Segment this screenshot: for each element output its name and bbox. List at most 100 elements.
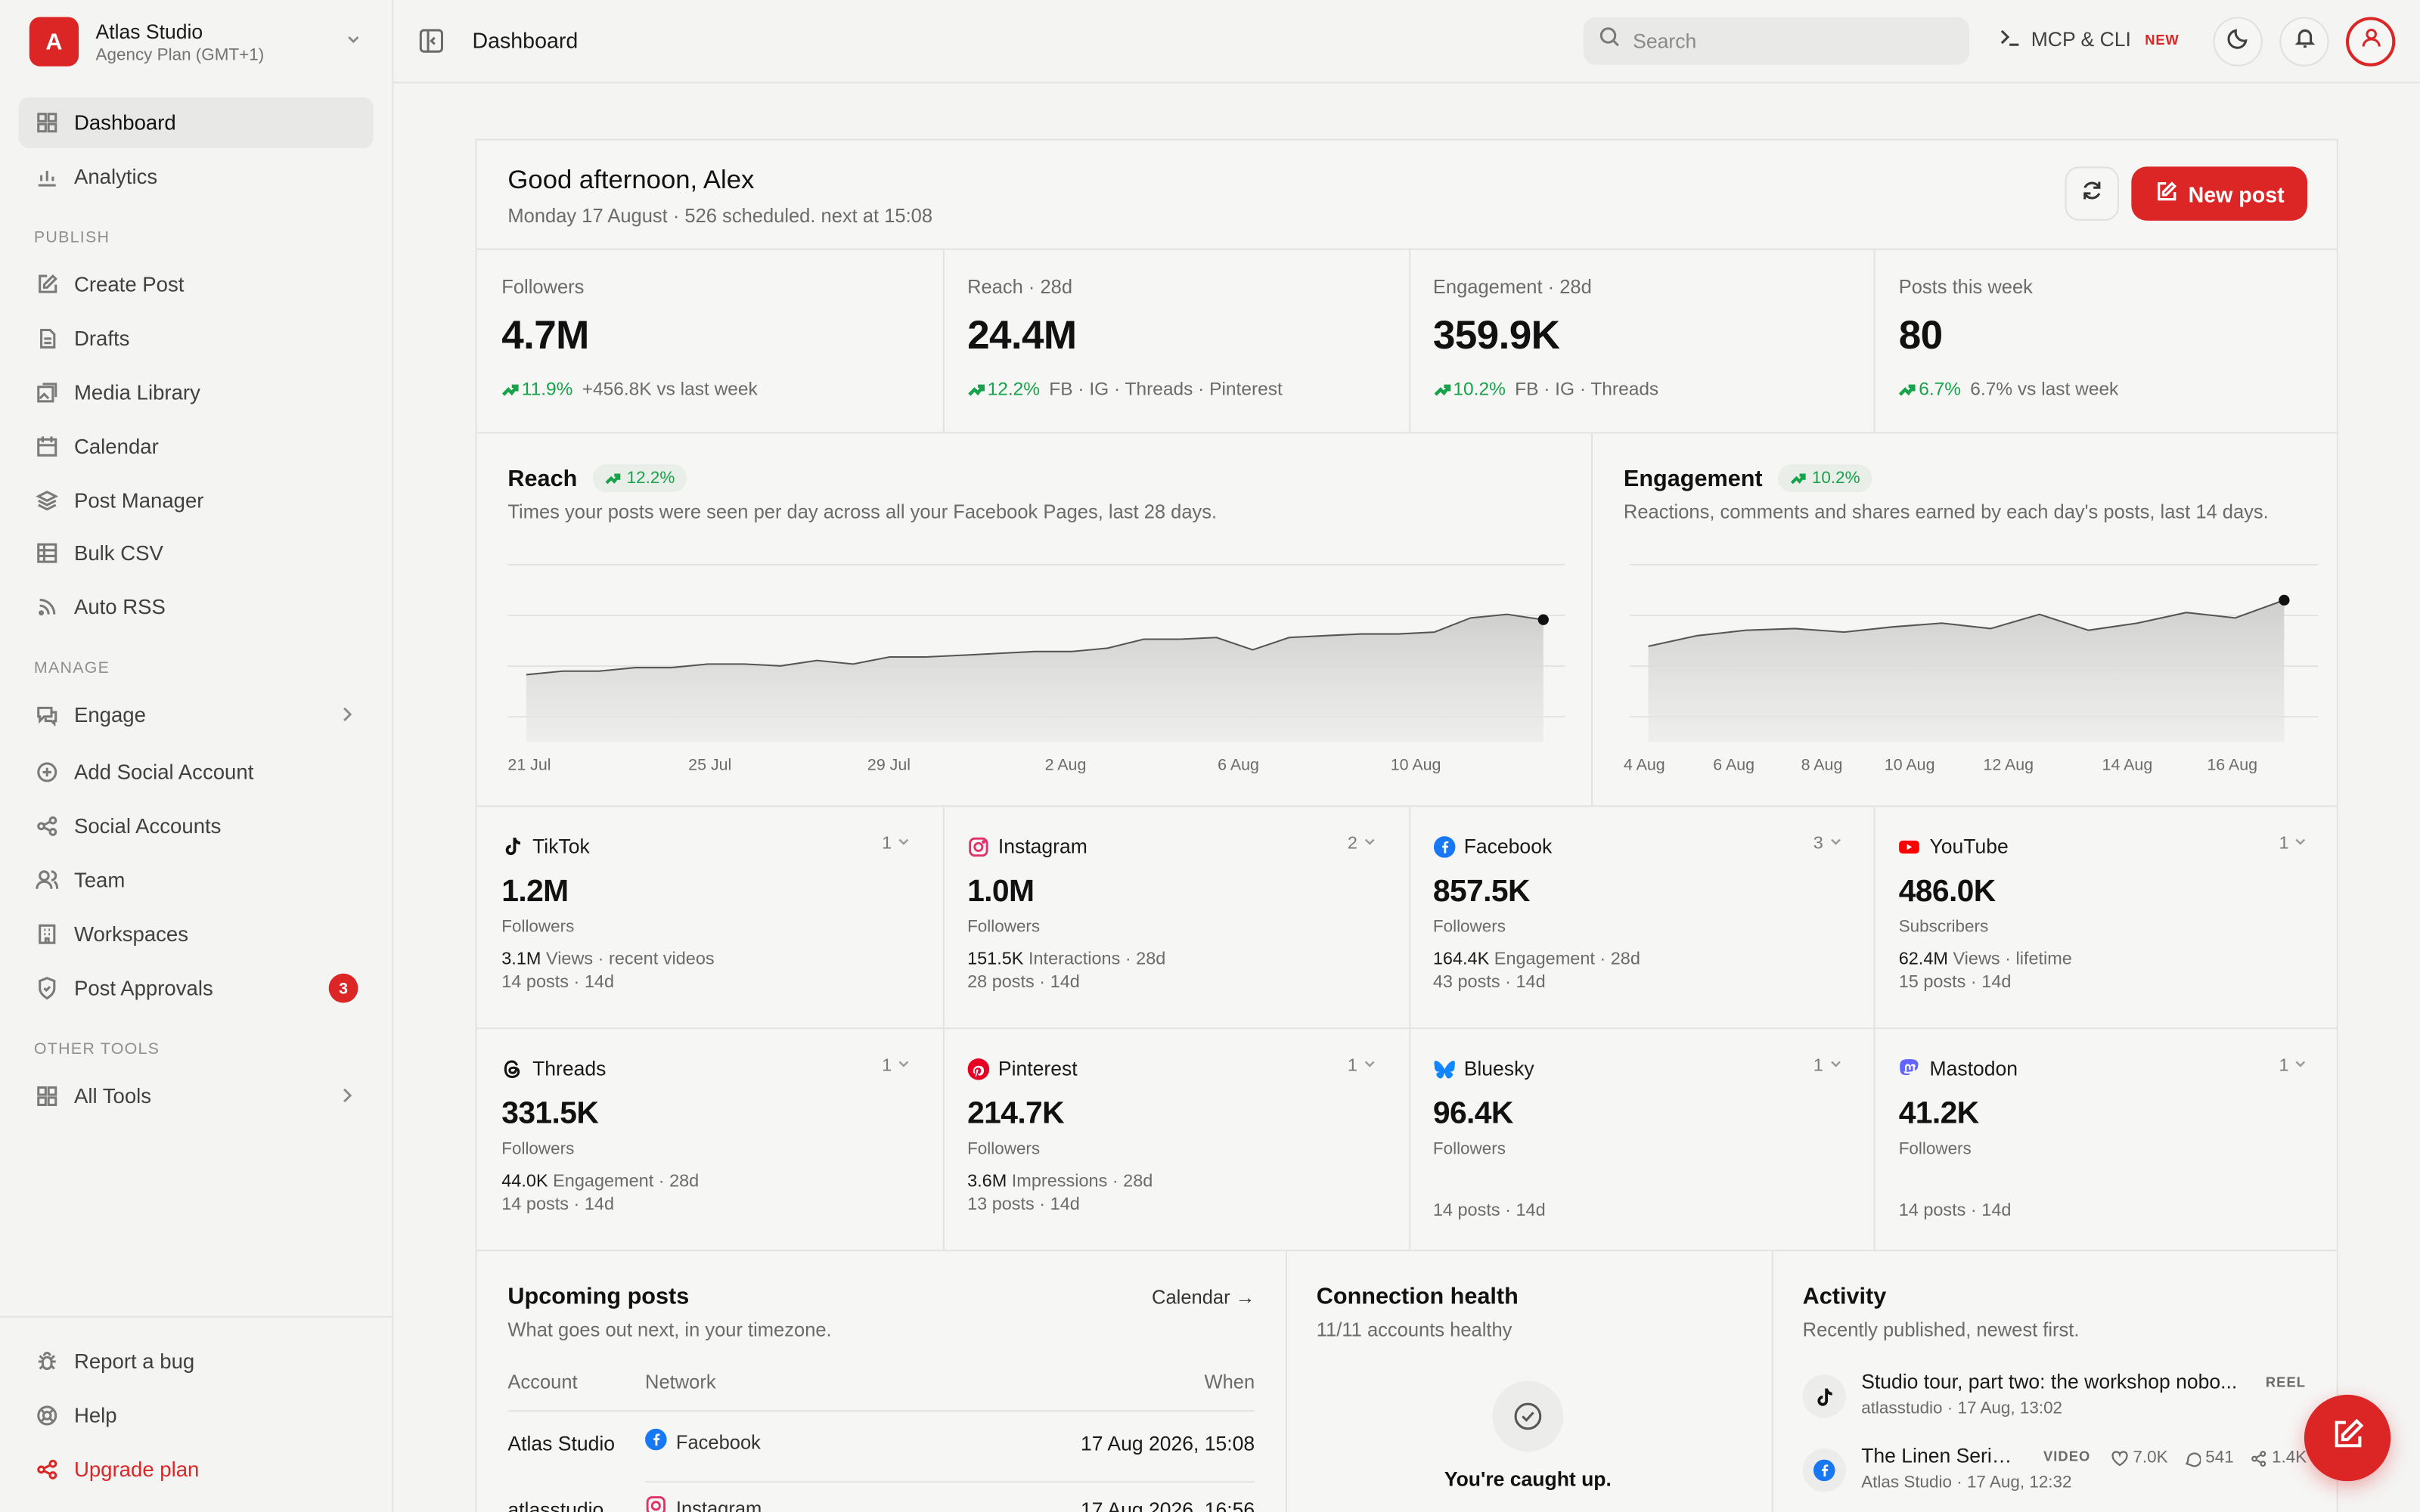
x-tick-label: 2 Aug: [1045, 755, 1087, 773]
stat-card: Engagement · 28d 359.9K 10.2% FB · IG · Thr…: [1408, 249, 1872, 434]
stat-card: Followers 4.7M 11.9% +456.8K vs last week: [477, 249, 942, 434]
account-count-dropdown[interactable]: 1: [2279, 1057, 2308, 1075]
sidebar-item-label: Bulk CSV: [73, 541, 163, 565]
network-value: 857.5K: [1432, 875, 1531, 909]
network-card-pinterest[interactable]: Pinterest 1 214.7K Followers 3.6M Impressio…: [942, 1029, 1407, 1251]
x-tick-label: 10 Aug: [1885, 755, 1935, 773]
network-card-instagram[interactable]: Instagram 2 1.0M Followers 151.5K Interacti…: [942, 807, 1407, 1029]
sidebar-item-engage[interactable]: Engage: [18, 689, 373, 740]
chevron-down-icon: [1830, 838, 1840, 845]
network-card-tiktok[interactable]: TikTok 1 1.2M Followers 3.1M Views · recent…: [477, 807, 942, 1029]
sidebar-item-label: Dashboard: [73, 110, 176, 135]
sidebar-item-label: Engage: [73, 703, 146, 727]
search-box[interactable]: [1583, 17, 1970, 65]
divider: [942, 1029, 945, 1252]
stat-value: 24.4M: [967, 311, 1077, 358]
account-count-dropdown[interactable]: 2: [1348, 835, 1376, 854]
chevron-down-icon: [1364, 838, 1375, 845]
x-tick-label: 21 Jul: [507, 755, 551, 773]
sidebar-item-calendar[interactable]: Calendar: [18, 421, 373, 472]
sidebar-item-dashboard[interactable]: Dashboard: [18, 97, 374, 148]
upcoming-title: Upcoming posts: [507, 1283, 690, 1310]
refresh-button[interactable]: [2065, 166, 2120, 221]
divider: [476, 248, 2337, 250]
network-card-threads[interactable]: Threads 1 331.5K Followers 44.0K Engagement…: [477, 1029, 942, 1251]
sidebar-item-workspaces[interactable]: Workspaces: [18, 909, 373, 959]
theme-toggle-button[interactable]: [2213, 17, 2263, 67]
divider: [1591, 433, 1593, 807]
x-tick-label: 8 Aug: [1801, 755, 1843, 773]
sidebar-item-auto-rss[interactable]: Auto RSS: [18, 581, 373, 632]
account-count-dropdown[interactable]: 3: [1813, 835, 1842, 854]
trend-badge: 10.2%: [1778, 464, 1872, 493]
sidebar-item-help[interactable]: Help: [18, 1390, 373, 1441]
network-name: YouTube: [1929, 835, 2009, 858]
sidebar-item-add-social-account[interactable]: Add Social Account: [18, 747, 373, 798]
schedule-summary: Monday 17 August · 526 scheduled. next a…: [507, 205, 933, 227]
sidebar-item-upgrade-plan[interactable]: Upgrade plan: [18, 1444, 373, 1495]
network-card-youtube[interactable]: YouTube 1 486.0K Subscribers 62.4M Views · …: [1874, 807, 2338, 1029]
edit-icon: [34, 272, 59, 297]
stat-note: FB · IG · Threads · Pinterest: [1049, 377, 1283, 400]
user-menu-button[interactable]: [2346, 17, 2396, 67]
network-posts: 14 posts · 14d: [501, 973, 615, 993]
account-count-dropdown[interactable]: 1: [2279, 835, 2308, 854]
activity-card: Activity Recently published, newest firs…: [1803, 1251, 2328, 1512]
activity-meta: Atlas Studio · 17 Aug, 12:32: [1861, 1473, 2072, 1492]
sidebar-item-create-post[interactable]: Create Post: [18, 259, 373, 310]
network-card-mastodon[interactable]: Mastodon 1 41.2K Followers 14 posts · 14d: [1874, 1029, 2338, 1251]
quick-action-button[interactable]: [2304, 1394, 2391, 1482]
activity-item[interactable]: Studio tour, part two: the workshop nobo…: [1802, 1370, 2312, 1432]
chart-title: Reach: [507, 465, 578, 491]
x-tick-label: 16 Aug: [2207, 755, 2257, 773]
sidebar-item-label: Workspaces: [73, 922, 189, 947]
stat-value: 4.7M: [501, 311, 589, 358]
network-metric: 62.4M Views · lifetime: [1898, 950, 2072, 969]
sidebar-item-post-manager[interactable]: Post Manager: [18, 476, 373, 526]
sidebar-item-social-accounts[interactable]: Social Accounts: [18, 801, 373, 851]
facebook-icon: [1432, 835, 1455, 857]
network-card-facebook[interactable]: Facebook 3 857.5K Followers 164.4K Engageme…: [1408, 807, 1872, 1029]
search-input[interactable]: [1633, 29, 1942, 53]
workspace-switcher[interactable]: A Atlas Studio Agency Plan (GMT+1): [29, 17, 378, 67]
activity-post-title: Studio tour, part two: the workshop nobo…: [1861, 1370, 2238, 1393]
sidebar-item-post-approvals[interactable]: Post Approvals 3: [18, 962, 373, 1013]
sidebar-item-team[interactable]: Team: [18, 855, 373, 906]
stat-card: Reach · 28d 24.4M 12.2% FB · IG · Threads ·…: [942, 249, 1407, 434]
youtube-icon: [1899, 835, 1921, 857]
chevron-down-icon: [898, 1061, 909, 1067]
heart-icon: [2111, 1450, 2128, 1466]
calendar-link[interactable]: Calendar →: [1152, 1287, 1255, 1309]
network-card-bluesky[interactable]: Bluesky 1 96.4K Followers 14 posts · 14d: [1408, 1029, 1872, 1251]
sidebar-item-bulk-csv[interactable]: Bulk CSV: [18, 528, 373, 578]
user-icon: [2359, 26, 2382, 57]
sidebar-item-all-tools[interactable]: All Tools: [18, 1070, 373, 1121]
sidebar-footer-divider: [0, 1315, 394, 1318]
account-count-dropdown[interactable]: 1: [882, 835, 911, 854]
network-name: Bluesky: [1463, 1056, 1534, 1080]
divider: [476, 805, 2337, 807]
new-post-label: New post: [2188, 181, 2285, 206]
sidebar-item-drafts[interactable]: Drafts: [18, 313, 373, 364]
account-count-dropdown[interactable]: 1: [1348, 1057, 1376, 1075]
layers-icon: [34, 488, 59, 513]
sidebar-item-analytics[interactable]: Analytics: [18, 151, 373, 202]
sidebar-item-label: Media Library: [73, 381, 200, 404]
row-network: Instagram: [645, 1495, 762, 1512]
comment-icon: [2185, 1452, 2201, 1467]
sidebar-toggle-icon[interactable]: [418, 28, 445, 54]
activity-item[interactable]: The Linen Series... VIDEO Atlas Studio ·…: [1802, 1444, 2312, 1506]
sidebar-item-media-library[interactable]: Media Library: [18, 367, 373, 418]
caught-up-text: You're caught up.: [1444, 1467, 1612, 1491]
notifications-button[interactable]: [2279, 17, 2329, 67]
health-title: Connection health: [1316, 1283, 1519, 1310]
new-post-button[interactable]: New post: [2131, 166, 2307, 221]
network-unit: Followers: [967, 1140, 1041, 1159]
sidebar-item-label: Post Manager: [73, 488, 204, 513]
account-count-dropdown[interactable]: 1: [1813, 1057, 1842, 1075]
account-count-dropdown[interactable]: 1: [882, 1057, 911, 1075]
trend-up-icon: 11.9%: [501, 378, 572, 400]
mcp-cli-button[interactable]: MCP & CLI NEW: [1999, 26, 2180, 53]
divider: [476, 432, 2337, 434]
sidebar-item-report-bug[interactable]: Report a bug: [18, 1336, 373, 1387]
